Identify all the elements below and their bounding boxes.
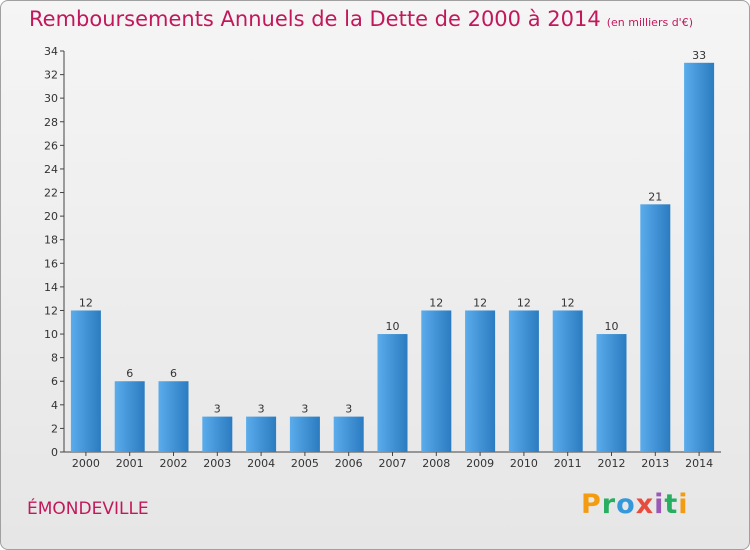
bar-value-label: 3 xyxy=(258,403,265,416)
bar xyxy=(377,334,408,452)
bar-value-label: 3 xyxy=(214,403,221,416)
bar xyxy=(333,416,364,452)
bar xyxy=(421,310,452,452)
y-tick-label: 22 xyxy=(44,187,58,200)
y-tick-label: 32 xyxy=(44,69,58,82)
y-tick-label: 4 xyxy=(51,399,58,412)
y-tick-label: 10 xyxy=(44,328,58,341)
bar xyxy=(114,381,145,452)
logo-letter: t xyxy=(664,489,679,520)
bar xyxy=(552,310,583,452)
bar-value-label: 12 xyxy=(79,296,93,309)
x-tick-label: 2010 xyxy=(510,457,538,470)
x-tick-label: 2013 xyxy=(641,457,669,470)
bar xyxy=(158,381,189,452)
y-tick-label: 16 xyxy=(44,257,58,270)
bar-value-label: 21 xyxy=(648,190,662,203)
logo-letter: P xyxy=(581,489,602,520)
y-tick-label: 12 xyxy=(44,304,58,317)
y-tick-label: 2 xyxy=(51,422,58,435)
bar-value-label: 6 xyxy=(170,367,177,380)
chart-title: Remboursements Annuels de la Dette de 20… xyxy=(29,7,693,31)
x-tick-label: 2008 xyxy=(422,457,450,470)
logo-letter: x xyxy=(635,489,655,520)
bar xyxy=(289,416,320,452)
x-tick-label: 2014 xyxy=(685,457,713,470)
title-text: Remboursements Annuels de la Dette de 20… xyxy=(29,7,601,31)
y-tick-label: 6 xyxy=(51,375,58,388)
y-tick-label: 8 xyxy=(51,352,58,365)
bar xyxy=(508,310,539,452)
bar-value-label: 3 xyxy=(345,403,352,416)
bar xyxy=(465,310,496,452)
x-tick-label: 2001 xyxy=(116,457,144,470)
proxiti-logo: Proxiti xyxy=(581,489,689,520)
y-tick-label: 0 xyxy=(51,446,58,459)
x-axis: 2000 2001 2002 2003 2004 2005 2006 2007 2008 2009… xyxy=(64,451,721,470)
x-tick-label: 2007 xyxy=(379,457,407,470)
x-tick-label: 2006 xyxy=(335,457,363,470)
bar-value-label: 3 xyxy=(301,403,308,416)
bar-value-label: 10 xyxy=(605,320,619,333)
bar-value-label: 12 xyxy=(561,296,575,309)
bar-value-label: 6 xyxy=(126,367,133,380)
logo-letter: i xyxy=(654,489,665,520)
y-tick-label: 20 xyxy=(44,210,58,223)
y-tick-label: 18 xyxy=(44,234,58,247)
commune-name: ÉMONDEVILLE xyxy=(27,499,149,519)
bar xyxy=(246,416,277,452)
bar xyxy=(684,62,715,452)
x-tick-label: 2005 xyxy=(291,457,319,470)
logo-letter: r xyxy=(601,489,617,520)
bar-value-label: 12 xyxy=(517,296,531,309)
bar xyxy=(70,310,101,452)
y-tick-label: 30 xyxy=(44,92,58,105)
x-tick-label: 2002 xyxy=(160,457,188,470)
logo-letter: o xyxy=(616,489,636,520)
x-tick-label: 2003 xyxy=(203,457,231,470)
x-tick-label: 2004 xyxy=(247,457,275,470)
x-tick-label: 2012 xyxy=(598,457,626,470)
y-tick-label: 14 xyxy=(44,281,58,294)
bar xyxy=(202,416,233,452)
bar xyxy=(596,334,627,452)
title-unit: (en milliers d'€) xyxy=(606,16,693,29)
bar-value-label: 33 xyxy=(692,49,706,62)
bar-value-label: 12 xyxy=(473,296,487,309)
bar-value-label: 12 xyxy=(429,296,443,309)
bar xyxy=(640,204,671,452)
bar-value-label: 10 xyxy=(386,320,400,333)
y-tick-label: 28 xyxy=(44,116,58,129)
y-tick-label: 24 xyxy=(44,163,58,176)
x-tick-label: 2000 xyxy=(72,457,100,470)
logo-letter: i xyxy=(678,489,689,520)
y-tick-label: 34 xyxy=(44,45,58,58)
x-tick-label: 2011 xyxy=(554,457,582,470)
y-tick-label: 26 xyxy=(44,139,58,152)
x-tick-label: 2009 xyxy=(466,457,494,470)
